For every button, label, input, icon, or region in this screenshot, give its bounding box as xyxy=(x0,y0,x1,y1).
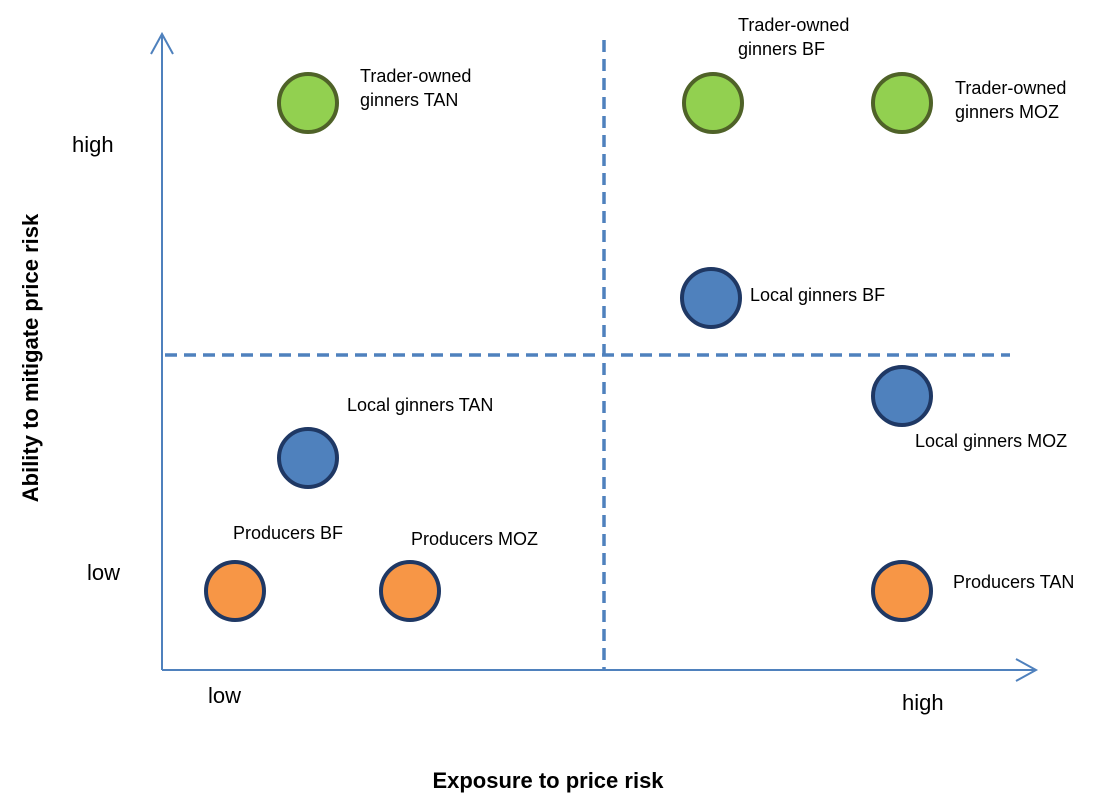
axes xyxy=(150,31,1039,682)
label-trader-bf: Trader-owned ginners BF xyxy=(738,15,854,59)
marker-local-bf xyxy=(680,267,742,329)
quadrant-dividers xyxy=(165,40,1010,670)
marker-local-tan xyxy=(277,427,339,489)
y-high-label: high xyxy=(72,132,114,157)
label-producers-tan: Producers TAN xyxy=(953,572,1074,592)
label-local-tan: Local ginners TAN xyxy=(347,395,493,415)
actors: Trader-owned ginners TAN Trader-owned gi… xyxy=(204,15,1074,622)
x-axis-arrowhead xyxy=(1015,658,1039,682)
actor-local-tan: Local ginners TAN xyxy=(277,395,493,489)
marker-trader-tan xyxy=(277,72,339,134)
x-low-label: low xyxy=(208,683,241,708)
label-local-bf: Local ginners BF xyxy=(750,285,885,305)
x-high-label: high xyxy=(902,690,944,715)
y-low-label: low xyxy=(87,560,120,585)
marker-trader-moz xyxy=(871,72,933,134)
y-axis-arrowhead xyxy=(150,31,174,55)
marker-producers-bf xyxy=(204,560,266,622)
actor-trader-moz: Trader-owned ginners MOZ xyxy=(871,72,1071,134)
label-trader-moz: Trader-owned ginners MOZ xyxy=(955,78,1071,122)
y-axis-title: Ability to mitigate price risk xyxy=(18,213,43,502)
x-axis-title: Exposure to price risk xyxy=(432,768,664,793)
label-producers-bf: Producers BF xyxy=(233,523,343,543)
marker-trader-bf xyxy=(682,72,744,134)
actor-local-moz: Local ginners MOZ xyxy=(871,365,1067,451)
marker-producers-tan xyxy=(871,560,933,622)
label-trader-tan: Trader-owned ginners TAN xyxy=(360,66,476,110)
actor-local-bf: Local ginners BF xyxy=(680,267,885,329)
actor-producers-moz: Producers MOZ xyxy=(379,529,538,622)
actor-trader-bf: Trader-owned ginners BF xyxy=(682,15,854,134)
label-local-moz: Local ginners MOZ xyxy=(915,431,1067,451)
marker-producers-moz xyxy=(379,560,441,622)
label-producers-moz: Producers MOZ xyxy=(411,529,538,549)
actor-trader-tan: Trader-owned ginners TAN xyxy=(277,66,476,134)
marker-local-moz xyxy=(871,365,933,427)
actor-producers-tan: Producers TAN xyxy=(871,560,1074,622)
actor-producers-bf: Producers BF xyxy=(204,523,343,622)
